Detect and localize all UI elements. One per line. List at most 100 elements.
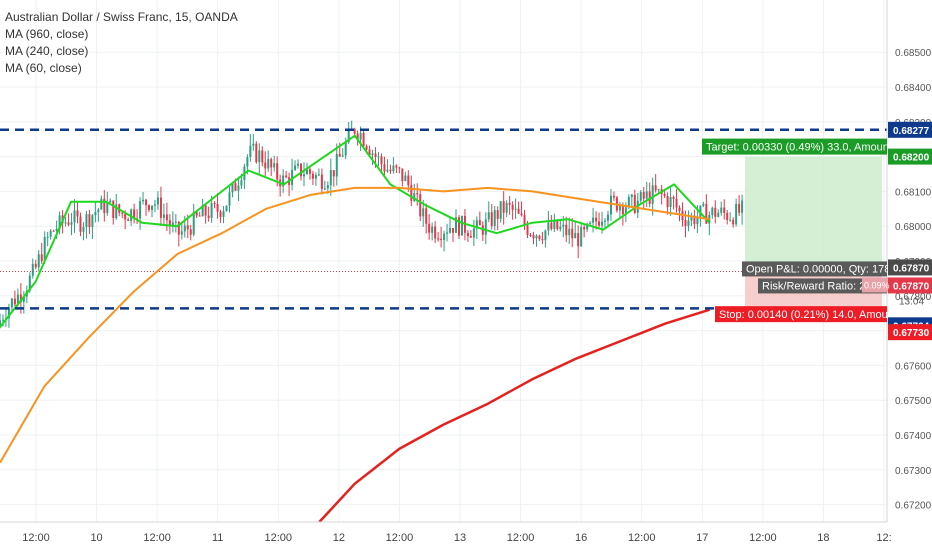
ma-60-line	[0, 134, 711, 328]
candle-body	[22, 296, 25, 302]
candle-body	[475, 220, 478, 229]
candle-body	[571, 228, 574, 239]
candle-body	[449, 228, 452, 233]
candle-body	[550, 222, 553, 229]
candle-body	[562, 224, 565, 227]
candle-body	[204, 205, 207, 216]
candle-body	[606, 214, 609, 221]
candle-body	[469, 236, 472, 238]
y-tick-label: 0.67500	[895, 396, 932, 407]
time-axis[interactable]: 12:00 10 12:00 11 12:00 12 12:00 13 12:00 16 12:00…	[22, 532, 891, 544]
candle-body	[100, 198, 103, 210]
candle-body	[171, 222, 174, 226]
y-tick-label: 0.68000	[895, 222, 932, 233]
candle-body	[377, 156, 380, 158]
x-tick-label: 17	[696, 532, 708, 544]
candle-body	[663, 194, 666, 196]
candle-body	[186, 225, 189, 230]
candle-body	[67, 222, 70, 225]
candle-body	[368, 149, 371, 156]
candle-body	[7, 307, 10, 319]
open-pnl-label: Open P&L: 0.00000, Qty: 178571	[746, 263, 909, 275]
candle-body	[633, 194, 636, 213]
candle-body	[735, 203, 738, 225]
candle-body	[329, 170, 332, 186]
candle-body	[627, 196, 630, 208]
candle-body	[419, 194, 422, 217]
candle-body	[291, 169, 294, 185]
candle-body	[341, 155, 344, 157]
x-tick-label: 12:00	[749, 532, 777, 544]
percent-change-bg	[862, 277, 888, 293]
candle-body	[520, 213, 523, 216]
candle-body	[440, 238, 443, 240]
candle-body	[255, 143, 258, 163]
candle-body	[317, 174, 320, 176]
candle-body	[79, 216, 82, 232]
candle-body	[165, 214, 168, 221]
candle-body	[732, 219, 735, 225]
candle-body	[496, 210, 499, 219]
candle-body	[353, 129, 356, 134]
candle-body	[311, 173, 314, 179]
stop-price-label-bg	[888, 324, 932, 341]
candle-body	[356, 133, 359, 140]
candle-body	[234, 183, 237, 191]
candle-body	[305, 169, 308, 175]
candle-body	[645, 191, 648, 199]
candle-body	[493, 210, 496, 226]
candle-body	[338, 153, 341, 157]
indicator-ma-960[interactable]: MA (960, close)	[5, 27, 88, 41]
candle-body	[82, 226, 85, 232]
risk-reward-label-box	[758, 278, 887, 294]
candle-body	[13, 298, 16, 305]
chart-title: Australian Dollar / Swiss Franc, 15, OAN…	[5, 10, 238, 24]
stop-price-label: 0.67730	[893, 328, 930, 339]
candle-body	[150, 205, 153, 210]
ma-960-line	[318, 308, 710, 523]
indicator-ma-60[interactable]: MA (60, close)	[5, 61, 82, 75]
candle-body	[177, 221, 180, 235]
candle-body	[395, 165, 398, 168]
candle-body	[332, 170, 335, 177]
candle-body	[723, 207, 726, 213]
candle-body	[49, 230, 52, 237]
candle-body	[589, 222, 592, 224]
candle-body	[499, 201, 502, 219]
candle-body	[240, 180, 243, 186]
candle-body	[106, 202, 109, 214]
chart-legend: Australian Dollar / Swiss Franc, 15, OAN…	[5, 10, 238, 75]
candle-body	[553, 220, 556, 229]
candle-body	[127, 219, 130, 221]
candle-body	[666, 195, 669, 207]
candle-body	[109, 200, 112, 203]
candle-body	[112, 200, 115, 219]
candle-body	[374, 153, 377, 157]
candle-body	[717, 212, 720, 217]
candle-body	[308, 169, 311, 174]
candle-body	[738, 203, 741, 213]
candle-body	[294, 165, 297, 170]
indicator-ma-240[interactable]: MA (240, close)	[5, 44, 88, 58]
x-tick-label: 12:00	[265, 532, 293, 544]
candle-body	[16, 294, 19, 305]
candle-body	[270, 159, 273, 168]
candle-body	[577, 233, 580, 247]
candle-body	[130, 209, 133, 221]
candle-body	[642, 191, 645, 199]
candle-body	[446, 232, 449, 234]
y-tick-label: 0.67600	[895, 361, 932, 372]
candle-body	[559, 226, 562, 230]
percent-change-label: 0.09%	[864, 280, 890, 290]
candle-body	[595, 217, 598, 222]
x-tick-label: 12:00	[143, 532, 171, 544]
candle-body	[684, 220, 687, 227]
candle-body	[0, 320, 1, 328]
candle-body	[70, 222, 73, 225]
candle-body	[484, 219, 487, 235]
candle-body	[538, 235, 541, 240]
candle-body	[383, 164, 386, 172]
candle-body	[201, 205, 204, 217]
